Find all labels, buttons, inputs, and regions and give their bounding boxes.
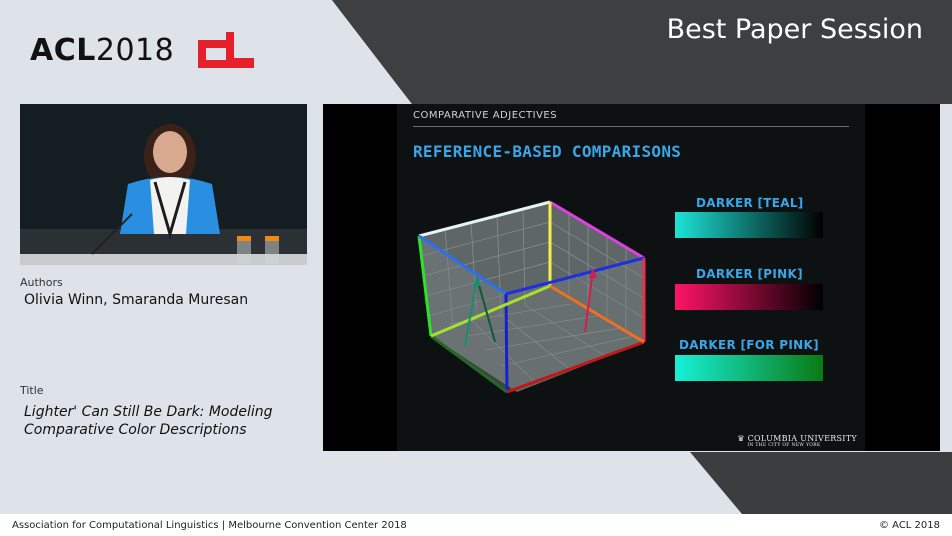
acl-logo-mark-icon bbox=[198, 32, 255, 68]
speaker-video bbox=[20, 104, 307, 265]
color-cube-diagram bbox=[417, 200, 646, 394]
slide-title: REFERENCE-BASED COMPARISONS bbox=[413, 142, 682, 161]
logo-text: ACL2018 bbox=[30, 32, 175, 68]
slide-content: COMPARATIVE ADJECTIVES REFERENCE-BASED C… bbox=[397, 104, 865, 451]
authors-label: Authors bbox=[20, 276, 63, 289]
session-title: Best Paper Session bbox=[666, 14, 923, 45]
paper-title: Lighter' Can Still Be Dark: Modeling Com… bbox=[24, 403, 284, 439]
university-name: COLUMBIA UNIVERSITY bbox=[747, 434, 857, 443]
gradient-label-darker-for-pink: DARKER [FOR PINK] bbox=[679, 338, 819, 352]
gradient-label-darker-teal: DARKER [TEAL] bbox=[696, 196, 804, 210]
university-subtitle: IN THE CITY OF NEW YORK bbox=[747, 443, 821, 448]
footer-conference-info: Association for Computational Linguistic… bbox=[12, 519, 407, 531]
gradient-bar-darker-teal bbox=[675, 212, 823, 238]
crown-icon: ♛ bbox=[737, 434, 745, 443]
gradient-label-darker-pink: DARKER [PINK] bbox=[696, 267, 803, 281]
columbia-university-logo: ♛ COLUMBIA UNIVERSITY IN THE CITY OF NEW… bbox=[737, 434, 857, 448]
gradient-bar-darker-for-pink bbox=[675, 355, 823, 381]
authors-value: Olivia Winn, Smaranda Muresan bbox=[24, 292, 249, 308]
acl-logo: ACL2018 bbox=[30, 30, 255, 70]
background-banner bbox=[332, 0, 952, 514]
slide-header: COMPARATIVE ADJECTIVES bbox=[413, 110, 558, 121]
paper-title-line-1: Lighter' Can Still Be Dark: Modeling bbox=[24, 404, 273, 420]
paper-title-line-2: Comparative Color Descriptions bbox=[24, 422, 247, 438]
footer-copyright: © ACL 2018 bbox=[878, 519, 940, 531]
footer-bar: Association for Computational Linguistic… bbox=[0, 514, 952, 536]
slide-divider bbox=[413, 126, 849, 127]
presentation-slide: COMPARATIVE ADJECTIVES REFERENCE-BASED C… bbox=[323, 104, 940, 451]
gradient-bar-darker-pink bbox=[675, 284, 823, 310]
title-label: Title bbox=[20, 384, 44, 397]
